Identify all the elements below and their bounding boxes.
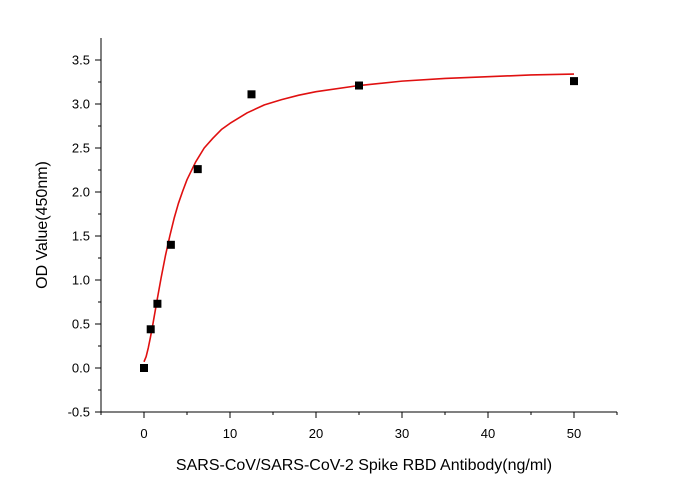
- y-tick-label: 3.5: [72, 53, 90, 68]
- x-tick-label: 10: [223, 426, 237, 441]
- x-tick-label: 50: [567, 426, 581, 441]
- y-tick-label: 3.0: [72, 97, 90, 112]
- data-point-marker: [140, 364, 148, 372]
- y-tick-label: 0.0: [72, 361, 90, 376]
- fit-curve-line: [143, 73, 575, 363]
- data-point-marker: [570, 77, 578, 86]
- x-axis-title: SARS-CoV/SARS-CoV-2 Spike RBD Antibody(n…: [176, 457, 552, 474]
- x-tick-label: 30: [395, 426, 409, 441]
- y-axis-title: OD Value(450nm): [34, 161, 51, 289]
- y-tick-label: 0.5: [72, 317, 90, 332]
- y-tick-label: 1.0: [72, 273, 90, 288]
- x-tick-label: 20: [309, 426, 323, 441]
- plot-area: 0 10 20 30 40 50 -0.5 0.0 0.5 1.0 1.5 2.0 2.5 3.0 3.5 S…: [34, 38, 618, 474]
- data-point-marker: [355, 81, 363, 90]
- x-tick-label: 40: [481, 426, 495, 441]
- y-tick-label: 2.0: [72, 185, 90, 200]
- x-tick-label: 0: [140, 426, 147, 441]
- data-point-marker: [153, 299, 162, 308]
- data-point-marker: [193, 165, 202, 174]
- y-tick-label: 2.5: [72, 141, 90, 156]
- data-point-marker: [247, 90, 256, 99]
- data-point-marker: [166, 240, 175, 249]
- data-point-marker: [146, 325, 155, 334]
- y-tick-label: 1.5: [72, 229, 90, 244]
- y-tick-label: -0.5: [68, 405, 90, 420]
